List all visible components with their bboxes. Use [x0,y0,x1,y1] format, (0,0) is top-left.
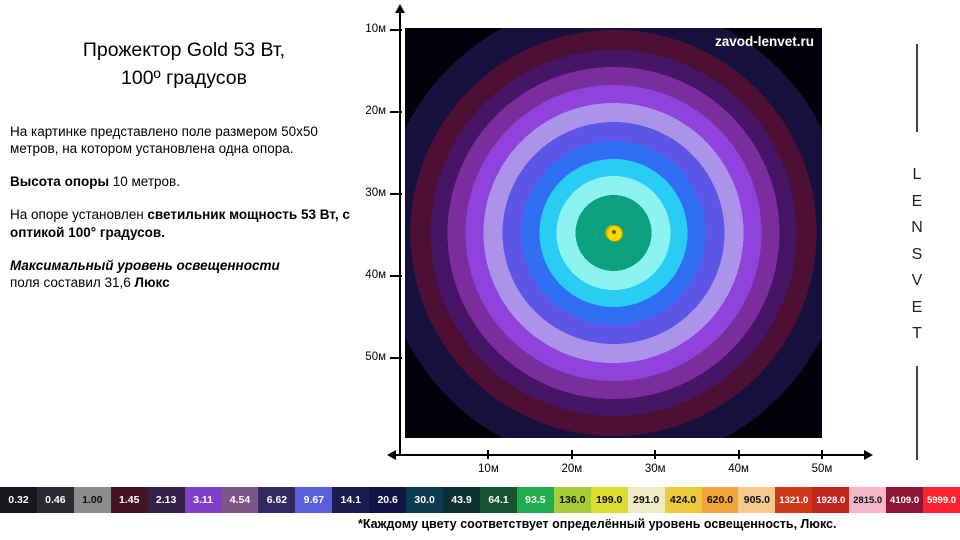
luminaire-description: На опоре установлен светильник мощность … [10,206,358,242]
brand-divider-top [916,44,918,132]
legend-segment: 6.62 [258,487,296,513]
legend-segment: 0.46 [36,487,74,513]
title-line-2: 100º градусов [121,67,247,90]
pole-height-bold: Высота опоры [10,174,109,190]
brand-letter: E [911,192,923,210]
x-axis-arrow-right-icon [864,450,873,460]
max-illuminance-lead: Максимальный уровень освещенности [10,257,280,273]
legend-segment: 1928.0 [812,487,850,513]
field-description: На картинке представлено поле размером 5… [10,123,358,159]
legend-segment: 43.9 [443,487,480,513]
legend-segment: 14.1 [332,487,370,513]
luminaire-bold: светильник мощность 53 Вт, с оптикой 100… [10,206,350,240]
page-title: Прожектор Gold 53 Вт, 100º градусов [10,36,358,93]
legend-segment: 620.0 [701,487,739,513]
info-panel: Прожектор Gold 53 Вт, 100º градусов На к… [10,30,358,307]
luminaire-core [611,230,616,234]
y-tick-label: 20м [365,105,386,117]
y-axis-arrow-icon [395,4,405,13]
legend-scale-bar: 0.32 0.46 1.00 1.45 2.13 3.11 4.54 6.62 9.67 14.1… [0,487,960,513]
brand-divider-bottom [916,366,918,460]
brand-letter: E [911,298,923,316]
y-tick [390,29,402,31]
y-tick [390,275,402,277]
legend-segment: 2815.0 [849,487,887,513]
y-tick [390,111,402,113]
legend-segment: 4109.0 [886,487,924,513]
illuminance-field: zavod-lenvet.ru [405,28,822,438]
max-illuminance-text: Максимальный уровень освещенности поля с… [10,257,358,293]
legend-segment: 9.67 [295,487,333,513]
brand-letter: V [911,272,923,289]
y-axis-line [399,12,401,456]
legend-segment: 5999.0 [923,487,960,513]
brand-letter: N [911,219,923,236]
x-tick [487,450,490,459]
brand-letter: S [911,245,923,263]
x-tick-label: 20м [561,463,583,475]
watermark: zavod-lenvet.ru [714,34,814,49]
legend-segment: 1321.0 [775,487,813,513]
pole-height-text: Высота опоры 10 метров. [10,173,358,191]
x-tick-label: 50м [811,463,833,475]
y-tick-label: 40м [365,269,386,281]
legend-segment: 905.0 [738,487,776,513]
x-axis-arrow-left-icon [387,450,396,460]
y-tick-label: 10м [365,23,386,35]
legend-segment: 199.0 [590,487,628,513]
legend-segment: 20.6 [369,487,407,513]
legend-segment: 2.13 [147,487,185,513]
legend-segment: 93.5 [516,487,554,513]
max-illuminance-rest: поля составил 31,6 [10,275,135,291]
legend-segment: 0.32 [0,487,37,513]
title-line-1: Прожектор Gold 53 Вт, [82,39,286,61]
y-tick-label: 30м [365,187,386,199]
legend-caption: *Каждому цвету соответствует определённы… [358,517,837,531]
x-tick [570,450,573,459]
x-tick [821,450,823,459]
x-axis-line [394,454,866,456]
legend-segment: 3.11 [184,487,222,513]
legend-segment: 64.1 [479,487,517,513]
x-tick [654,450,657,459]
legend-segment: 1.00 [73,487,111,513]
x-tick-label: 30м [644,463,666,475]
y-tick [390,193,402,195]
pole-height-rest: 10 метров. [109,174,180,190]
luminaire-pre: На опоре установлен [10,206,148,222]
field-description-text: На картинке представлено поле размером 5… [10,123,318,157]
legend-segment: 424.0 [664,487,702,513]
brand-letter: T [912,325,922,342]
x-tick-label: 40м [728,463,749,475]
x-tick-label: 10м [478,463,499,475]
legend-segment: 291.0 [627,487,665,513]
x-tick [737,450,740,459]
legend-segment: 4.54 [221,487,259,513]
legend-segment: 1.45 [110,487,148,513]
y-tick-label: 50м [365,351,386,363]
brand-letter: L [912,166,922,183]
legend-segment: 30.0 [406,487,444,513]
y-tick [390,357,402,359]
max-illuminance-units: Люкс [134,275,170,291]
luminaire-marker [605,225,623,242]
legend-segment: 136.0 [553,487,591,513]
